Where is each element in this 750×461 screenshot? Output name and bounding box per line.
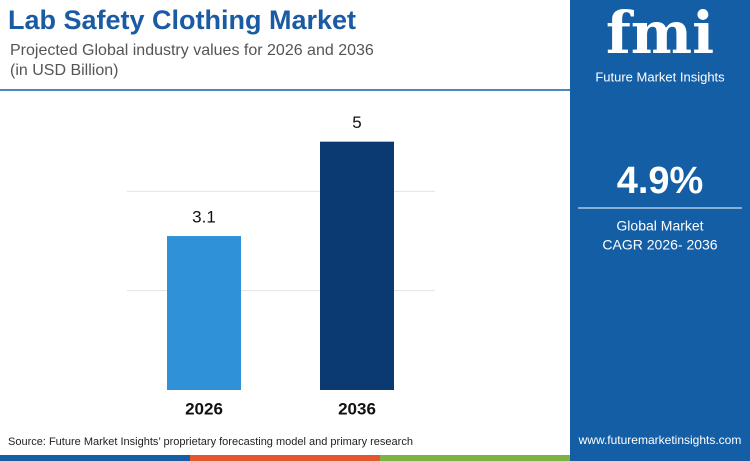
bar [320, 141, 394, 390]
brand: Future Market Insights [595, 69, 725, 84]
cagr-label: Global Market [616, 218, 703, 234]
stripe [380, 455, 570, 461]
x-tick-label: 2036 [338, 399, 376, 418]
chart-subtitle: (in USD Billion) [10, 62, 118, 79]
logo: fmi [606, 0, 714, 67]
source-note: Source: Future Market Insights’ propriet… [8, 436, 413, 448]
stripe [0, 455, 190, 461]
x-tick-label: 2026 [185, 399, 223, 418]
cagr-label: CAGR 2026- 2036 [602, 237, 717, 253]
stripe [570, 455, 750, 461]
stripe [190, 455, 380, 461]
cagr-value: 4.9% [617, 160, 704, 202]
sidebar [570, 0, 750, 461]
website: www.futuremarketinsights.com [578, 433, 742, 447]
value-label: 3.1 [192, 208, 216, 227]
chart-subtitle: Projected Global industry values for 202… [10, 42, 374, 59]
value-label: 5 [352, 113, 361, 132]
bar [167, 236, 241, 390]
chart-title: Lab Safety Clothing Market [8, 5, 356, 35]
